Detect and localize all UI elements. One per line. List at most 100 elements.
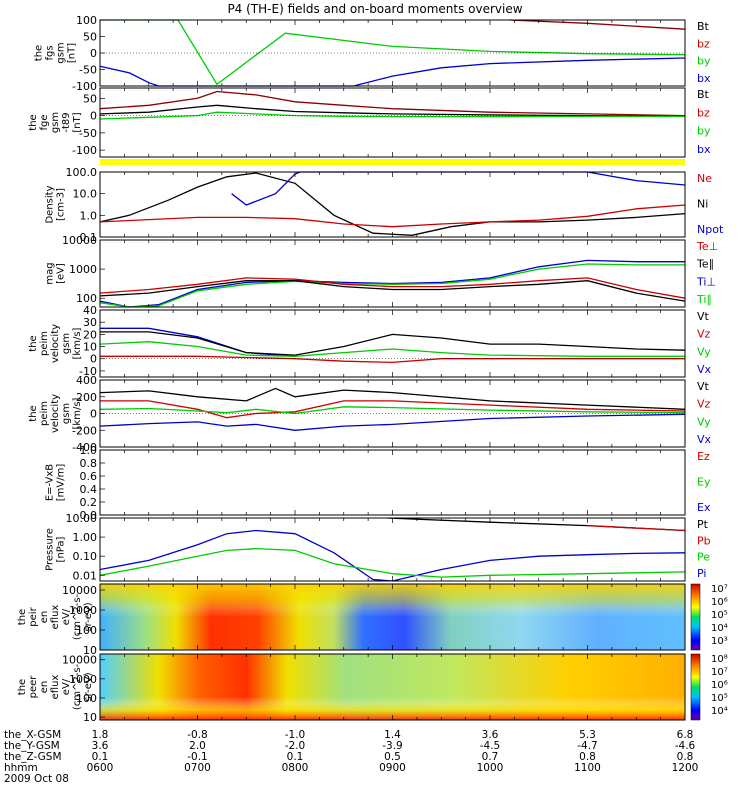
y-tick-label: 0: [90, 408, 97, 421]
y-tick-label: 40: [83, 304, 97, 317]
plot-frame: [99, 87, 686, 158]
y-tick-label: -100: [72, 144, 97, 157]
footer-value: -1.0: [285, 729, 306, 741]
y-axis-label: gsm: [61, 403, 72, 424]
spectrogram-overlay: [100, 654, 685, 720]
y-tick-label: 10000: [62, 584, 97, 597]
footer-value: 0.5: [384, 751, 401, 763]
y-axis-label: the: [17, 609, 28, 625]
colorbar-label: 10⁵: [711, 610, 728, 621]
y-tick-label: 1000: [69, 263, 97, 276]
y-tick-label: 200: [76, 391, 97, 404]
colorbar-peer: [690, 653, 701, 721]
plot-frame: [99, 309, 686, 378]
y-axis-label: fge: [39, 114, 50, 130]
y-tick-label: -10: [79, 365, 97, 378]
y-tick-label: 100: [76, 292, 97, 305]
legend-Pi: Pi: [697, 567, 706, 580]
colorbar-label: 10⁷: [711, 667, 728, 678]
footer-value: -0.8: [187, 729, 208, 741]
y-axis-label: eV/: [61, 678, 72, 695]
footer-value: 0.8: [677, 751, 694, 763]
footer-value: 0800: [282, 762, 309, 774]
legend-Pt: Pt: [697, 518, 709, 531]
legend-Vy: Vy: [697, 415, 711, 428]
footer-value: 1000: [477, 762, 504, 774]
footer-row-label: the_X-GSM: [4, 729, 61, 741]
y-tick-label: 0: [90, 110, 97, 123]
footer-value: -0.1: [187, 751, 208, 763]
y-axis-label: -t89: [61, 112, 72, 132]
y-axis-label: [cm-3]: [56, 188, 67, 221]
colorbar-label: 10³: [711, 636, 728, 647]
legend-Vz: Vz: [697, 328, 711, 341]
y-axis-label: peim: [39, 331, 50, 356]
y-tick-label: 10: [83, 711, 97, 724]
footer-value: 0.1: [92, 751, 109, 763]
y-tick-label: 1.00: [73, 531, 98, 544]
y-tick-label: 100: [76, 14, 97, 27]
y-tick-label: 0.1: [80, 231, 98, 244]
legend-Ne: Ne: [697, 172, 712, 185]
footer-value: 5.3: [579, 729, 596, 741]
y-axis-label: peir: [28, 606, 39, 626]
y-tick-label: 30: [83, 316, 97, 329]
y-axis-label: velocity: [50, 394, 61, 433]
legend-Ey: Ey: [697, 476, 711, 489]
y-tick-label: 10.00: [66, 512, 98, 525]
y-axis-label: [nPa]: [56, 536, 67, 562]
legend-Vt: Vt: [697, 310, 710, 323]
series-Pe: [99, 547, 686, 578]
y-tick-label: 0.6: [80, 470, 98, 483]
series-Te∥: [99, 280, 686, 302]
y-axis-label: fgs: [45, 45, 56, 60]
legend-Bt: Bt: [697, 20, 710, 33]
legend-Npot: Npot: [697, 223, 724, 236]
footer-value: -4.5: [480, 740, 501, 752]
legend-Vx: Vx: [697, 363, 712, 376]
footer-value: 0900: [379, 762, 406, 774]
y-tick-label: -50: [79, 127, 97, 140]
y-tick-label: 400: [76, 374, 97, 387]
footer-value: 0.7: [482, 751, 499, 763]
y-axis-label: [eV]: [56, 263, 67, 284]
y-axis-label: [nT]: [67, 43, 78, 63]
y-tick-label: 0.2: [80, 496, 98, 509]
colorbar-label: 10⁶: [711, 597, 728, 608]
series-Vt: [100, 331, 686, 356]
y-axis-label: sr-eV): [83, 672, 94, 701]
footer-value: -2.0: [285, 740, 306, 752]
y-axis-label: eflux: [50, 605, 61, 630]
footer-value: 6.8: [677, 729, 694, 741]
colorbar-label: 10⁸: [711, 654, 728, 665]
y-axis-label: peer: [28, 675, 39, 699]
footer-value: -4.7: [577, 740, 598, 752]
y-tick-label: -200: [72, 424, 97, 437]
legend-Vz: Vz: [697, 398, 711, 411]
legend-bz: bz: [697, 106, 710, 119]
footer-row-label: 2009 Oct 08: [4, 773, 69, 785]
y-axis-label: the: [28, 114, 39, 130]
y-tick-label: 100: [76, 624, 97, 637]
footer-value: 1.4: [384, 729, 401, 741]
y-axis-label: eV/: [61, 608, 72, 625]
legend-Te∥: Te∥: [696, 258, 714, 271]
y-axis-label: en: [39, 611, 50, 624]
legend-bz: bz: [697, 37, 710, 50]
y-axis-label: [nT]: [72, 112, 83, 132]
y-axis-label: gsm: [50, 112, 61, 133]
footer-value: -4.6: [675, 740, 696, 752]
y-tick-label: 0.10: [73, 550, 98, 563]
y-axis-label: (cm^2-s-: [72, 593, 83, 640]
series-Vx: [99, 413, 686, 431]
y-axis-label: Density: [45, 185, 56, 223]
panel-pressure: 10.00 1.00 0.10 0.01 Pressure [nPa] Pt Pb Pe Pi: [45, 512, 711, 582]
series-Ti⊥: [99, 259, 685, 308]
series-Vt: [99, 387, 686, 410]
footer-row-label: the_Y-GSM: [4, 740, 60, 752]
legend-Ti∥: Ti∥: [696, 293, 712, 306]
y-tick-label: 0: [90, 47, 97, 60]
y-tick-label: 50: [83, 92, 97, 105]
plot-frame: [99, 449, 686, 516]
